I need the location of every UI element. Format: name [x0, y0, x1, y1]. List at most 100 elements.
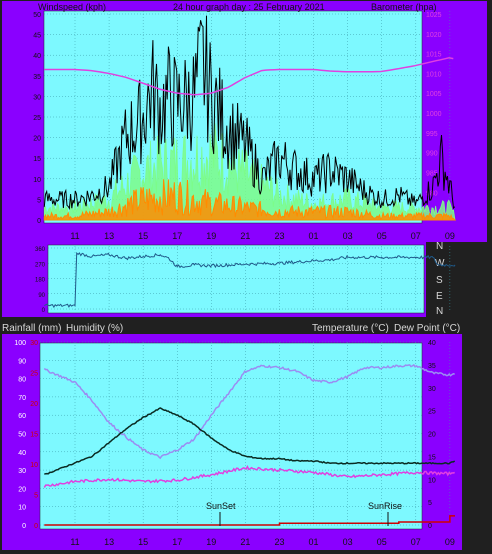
wind-y-tick-label: 30	[33, 94, 41, 101]
direction-label-e: E	[436, 291, 443, 302]
barometer-y-tick-label: 1015	[426, 52, 442, 59]
temperature-y-tick-label: 0	[428, 523, 432, 530]
wind-x-tick-label: 17	[172, 231, 182, 241]
wind-y-tick-label: 35	[33, 74, 41, 81]
temperature-y-tick-label: 5	[428, 500, 432, 507]
wind-y-tick-label: 5	[37, 197, 41, 204]
wind-y-tick-label: 50	[33, 12, 41, 19]
temp-x-tick-label: 21	[240, 537, 250, 547]
humidity-y-tick-label: 40	[18, 450, 26, 457]
label-band	[0, 317, 492, 335]
humidity-y-tick-label: 80	[18, 377, 26, 384]
barometer-y-tick-label: 1010	[426, 71, 442, 78]
wind-y-tick-label: 15	[33, 156, 41, 163]
direction-label-w: W	[435, 258, 445, 269]
wind-direction-panel	[47, 244, 425, 314]
temp-x-tick-label: 13	[104, 537, 114, 547]
temp-x-tick-label: 17	[172, 537, 182, 547]
temp-x-tick-label: 05	[377, 537, 387, 547]
barometer-y-tick-label: 995	[426, 131, 438, 138]
rainfall-y-tick-label: 20	[30, 401, 38, 408]
humidity-y-tick-label: 20	[18, 486, 26, 493]
barometer-y-tick-label: 1020	[426, 32, 442, 39]
barometer-axis-label: Barometer (hpa)	[371, 2, 437, 12]
temperature-y-tick-label: 35	[428, 363, 436, 370]
chart-title: 24 hour graph day : 25 February 2021	[173, 2, 325, 12]
direction-y-tick-label: 270	[35, 262, 46, 268]
humidity-y-tick-label: 60	[18, 413, 26, 420]
wind-x-tick-label: 15	[138, 231, 148, 241]
dewpoint-label: Dew Point (°C)	[394, 323, 460, 334]
rainfall-label: Rainfall (mm)	[2, 323, 61, 334]
humidity-y-tick-label: 90	[18, 358, 26, 365]
direction-label-n2: N	[436, 306, 443, 317]
temperature-y-tick-label: 15	[428, 454, 436, 461]
temp-x-tick-label: 11	[70, 537, 79, 547]
wind-y-tick-label: 45	[33, 33, 41, 40]
humidity-label: Humidity (%)	[66, 323, 123, 334]
wind-x-tick-label: 21	[240, 231, 250, 241]
humidity-y-tick-label: 10	[18, 505, 26, 512]
direction-y-tick-label: 180	[35, 278, 46, 284]
sunset-label: SunSet	[206, 501, 236, 511]
temp-x-tick-label: 19	[206, 537, 216, 547]
temperature-y-tick-label: 20	[428, 432, 436, 439]
temp-x-tick-label: 15	[138, 537, 148, 547]
rainfall-series	[44, 515, 455, 526]
wind-gust-series	[43, 15, 456, 210]
rainfall-y-tick-label: 0	[34, 523, 38, 530]
rainfall-y-tick-label: 30	[30, 340, 38, 347]
temp-x-tick-label: 23	[274, 537, 284, 547]
temperature-y-tick-label: 10	[428, 477, 436, 484]
wind-x-tick-label: 01	[309, 231, 319, 241]
chart-dynamic-layer: 11 13 15 17 19 21 23 01 03 05 07 090510152025303540…	[14, 11, 457, 547]
wind-y-tick-label: 0	[37, 218, 41, 225]
humidity-series	[43, 363, 455, 460]
barometer-y-tick-label: 990	[426, 151, 438, 158]
rainfall-y-tick-label: 15	[30, 432, 38, 439]
temp-x-tick-label: 07	[411, 537, 421, 547]
temp-x-tick-label: 09	[445, 537, 455, 547]
humidity-y-tick-label: 50	[18, 432, 26, 439]
barometer-y-tick-label: 985	[426, 170, 438, 177]
temp-x-tick-label: 01	[309, 537, 319, 547]
direction-y-tick-label: 360	[35, 247, 46, 253]
wind-x-tick-label: 03	[343, 231, 353, 241]
wind-y-tick-label: 20	[33, 136, 41, 143]
rainfall-y-tick-label: 25	[30, 371, 38, 378]
dewpoint-series	[43, 464, 455, 488]
wind-y-tick-label: 40	[33, 53, 41, 60]
wind-direction-series	[44, 251, 456, 309]
wind-x-tick-label: 23	[274, 231, 284, 241]
humidity-y-tick-label: 30	[18, 468, 26, 475]
temperature-series	[44, 407, 456, 475]
direction-label-n1: N	[436, 241, 443, 252]
wind-y-tick-label: 10	[33, 177, 41, 184]
wind-x-tick-label: 09	[445, 231, 455, 241]
windspeed-axis-label: Windspeed (kph)	[38, 2, 106, 12]
barometer-series	[44, 57, 454, 96]
humidity-y-tick-label: 70	[18, 395, 26, 402]
wind-x-tick-label: 07	[411, 231, 421, 241]
temp-x-tick-label: 03	[343, 537, 353, 547]
wind-x-tick-label: 05	[377, 231, 387, 241]
sunrise-label: SunRise	[368, 501, 402, 511]
rainfall-y-tick-label: 5	[34, 493, 38, 500]
wind-x-tick-label: 11	[70, 231, 79, 241]
barometer-y-tick-label: 1025	[426, 12, 442, 19]
temperature-label: Temperature (°C)	[312, 323, 389, 334]
temperature-y-tick-label: 40	[428, 340, 436, 347]
wind-x-tick-label: 19	[206, 231, 216, 241]
wind-x-tick-label: 13	[104, 231, 114, 241]
temperature-y-tick-label: 30	[428, 386, 436, 393]
barometer-y-tick-label: 1000	[426, 111, 442, 118]
rainfall-y-tick-label: 10	[30, 462, 38, 469]
temperature-panel	[39, 342, 423, 530]
barometer-y-tick-label: 1005	[426, 91, 442, 98]
wind-y-tick-label: 25	[33, 115, 41, 122]
direction-y-tick-label: 0	[42, 308, 46, 314]
humidity-y-tick-label: 100	[14, 340, 26, 347]
temperature-y-tick-label: 25	[428, 409, 436, 416]
